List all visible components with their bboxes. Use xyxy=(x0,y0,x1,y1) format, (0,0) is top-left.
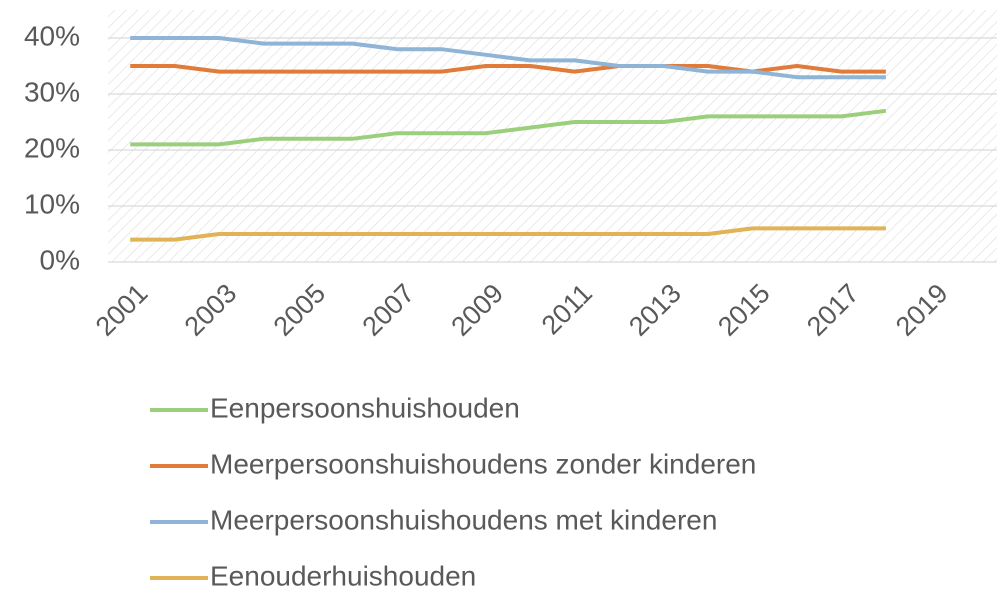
x-tick-label: 2003 xyxy=(179,278,243,342)
y-tick-label: 20% xyxy=(24,132,80,163)
legend-label: Eenouderhuishouden xyxy=(210,560,476,590)
x-tick-label: 2011 xyxy=(536,278,598,340)
x-tick-label: 2017 xyxy=(801,278,865,342)
series-line xyxy=(130,108,887,147)
x-tick-label: 2019 xyxy=(890,278,954,342)
y-tick-label: 30% xyxy=(24,76,80,107)
x-tick-label: 2015 xyxy=(712,278,776,342)
series-line xyxy=(130,226,886,242)
x-tick-label: 2005 xyxy=(268,278,332,342)
plot-background xyxy=(108,10,997,262)
x-tick-label: 2007 xyxy=(357,278,421,342)
x-tick-label: 2009 xyxy=(445,278,509,342)
y-tick-label: 10% xyxy=(24,188,80,219)
x-tick-label: 2013 xyxy=(623,278,687,342)
y-tick-label: 0% xyxy=(40,244,80,275)
legend-label: Meerpersoonshuishoudens met kinderen xyxy=(210,504,717,535)
y-tick-label: 40% xyxy=(24,20,80,51)
legend-label: Eenpersoonshuishouden xyxy=(210,392,520,423)
x-tick-label: 2001 xyxy=(90,278,154,342)
series-line xyxy=(130,36,886,80)
legend-label: Meerpersoonshuishoudens zonder kinderen xyxy=(210,448,756,479)
